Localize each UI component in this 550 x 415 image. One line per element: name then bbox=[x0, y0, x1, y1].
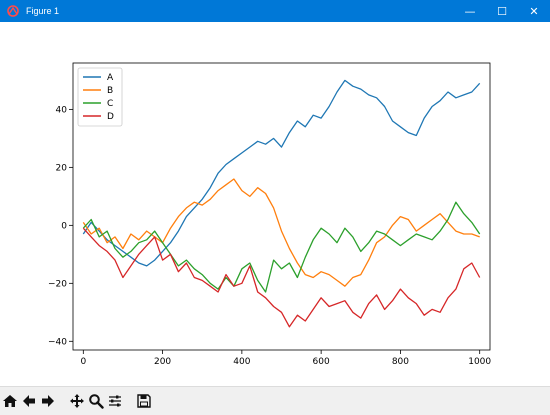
axes-frame bbox=[72, 62, 491, 351]
y-tick-label: 40 bbox=[56, 105, 68, 115]
legend-label-B: B bbox=[107, 86, 113, 96]
x-tick-label: 0 bbox=[80, 357, 86, 367]
series-line-A bbox=[82, 79, 481, 267]
window-controls: — ☐ ✕ bbox=[454, 0, 550, 22]
arrow-left-icon bbox=[22, 395, 35, 407]
y-tick-label: 0 bbox=[61, 221, 67, 231]
x-tick-label: 600 bbox=[313, 357, 330, 367]
x-tick-label: 200 bbox=[154, 357, 171, 367]
series-layer bbox=[82, 79, 481, 328]
y-tick-label: −20 bbox=[48, 279, 67, 289]
series-line-D bbox=[82, 227, 481, 328]
x-tick-label: 800 bbox=[392, 357, 409, 367]
back-button[interactable] bbox=[19, 390, 38, 412]
window-title: Figure 1 bbox=[26, 6, 60, 16]
navigation-toolbar bbox=[0, 386, 550, 415]
configure-subplots-button[interactable] bbox=[105, 390, 124, 412]
axes-layer: 0 200 400 600 800 1000 −40 −20 0 20 40 bbox=[48, 62, 491, 367]
y-tick-label: 20 bbox=[56, 163, 68, 173]
plot-area bbox=[73, 63, 490, 350]
series-line-B bbox=[82, 178, 480, 287]
x-tick-label: 1000 bbox=[468, 357, 491, 367]
y-tick-label: −40 bbox=[48, 337, 67, 347]
series-line-C bbox=[82, 201, 481, 293]
move-icon bbox=[69, 394, 84, 408]
legend-label-A: A bbox=[107, 73, 114, 83]
legend-box bbox=[77, 67, 123, 127]
legend-label-C: C bbox=[107, 99, 113, 109]
save-button[interactable] bbox=[134, 390, 153, 412]
floppy-disk-icon bbox=[136, 394, 151, 408]
sliders-icon bbox=[108, 395, 121, 407]
minimize-button[interactable]: — bbox=[464, 4, 476, 18]
magnifier-icon bbox=[88, 394, 104, 409]
home-button[interactable] bbox=[0, 390, 19, 412]
home-icon bbox=[2, 395, 17, 407]
forward-button[interactable] bbox=[38, 390, 57, 412]
close-button[interactable]: ✕ bbox=[529, 4, 539, 18]
arrow-right-icon bbox=[41, 395, 54, 407]
legend-label-D: D bbox=[107, 112, 114, 122]
axes-background bbox=[73, 63, 490, 350]
zoom-button[interactable] bbox=[86, 390, 105, 412]
maximize-button[interactable]: ☐ bbox=[497, 4, 507, 18]
x-tick-label: 400 bbox=[233, 357, 250, 367]
title-bar[interactable]: Figure 1 — ☐ ✕ bbox=[0, 0, 550, 22]
matplotlib-app-icon bbox=[6, 4, 20, 18]
pan-button[interactable] bbox=[67, 390, 86, 412]
